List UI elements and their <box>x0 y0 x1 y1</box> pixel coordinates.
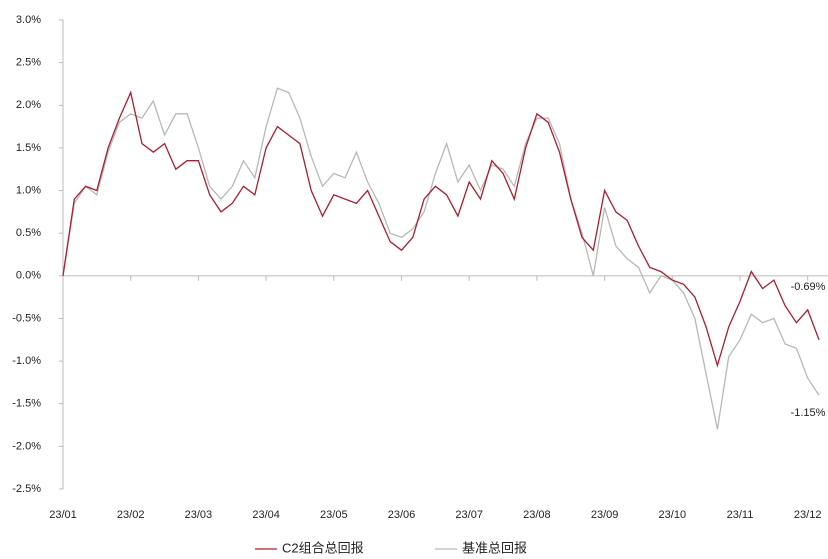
series-line <box>62 90 820 368</box>
x-tick-label: 23/07 <box>455 509 483 521</box>
x-tick-label: 23/02 <box>117 509 145 521</box>
x-tick-label: 23/08 <box>523 509 551 521</box>
y-tick-label: -1.5% <box>12 398 41 410</box>
y-tick-label: -2.0% <box>12 440 41 452</box>
x-tick-label: 23/05 <box>320 509 348 521</box>
y-tick-label: -2.5% <box>12 483 41 495</box>
x-tick-label: 23/04 <box>252 509 280 521</box>
x-tick-label: 23/03 <box>185 509 213 521</box>
y-tick-label: 2.5% <box>16 57 41 69</box>
x-tick-label: 23/09 <box>591 509 619 521</box>
y-tick-label: 0.0% <box>16 270 41 282</box>
annotation: -1.15% <box>791 407 826 419</box>
x-tick-label: 23/06 <box>388 509 416 521</box>
y-tick-label: -1.0% <box>12 355 41 367</box>
legend-label: C2组合总回报 <box>282 540 364 555</box>
series-line <box>62 87 820 430</box>
x-tick-label: 23/01 <box>49 509 77 521</box>
y-tick-label: -0.5% <box>12 312 41 324</box>
x-tick-label: 23/10 <box>659 509 687 521</box>
x-tick-label: 23/11 <box>727 509 754 521</box>
y-tick-label: 0.5% <box>16 227 41 239</box>
y-tick-label: 1.5% <box>16 142 41 154</box>
x-tick-label: 23/12 <box>794 509 822 521</box>
legend-label: 基准总回报 <box>462 540 527 555</box>
y-tick-label: 1.0% <box>16 184 41 196</box>
y-tick-label: 3.0% <box>16 14 41 26</box>
annotation: -0.69% <box>791 281 826 293</box>
y-tick-label: 2.0% <box>16 99 41 111</box>
